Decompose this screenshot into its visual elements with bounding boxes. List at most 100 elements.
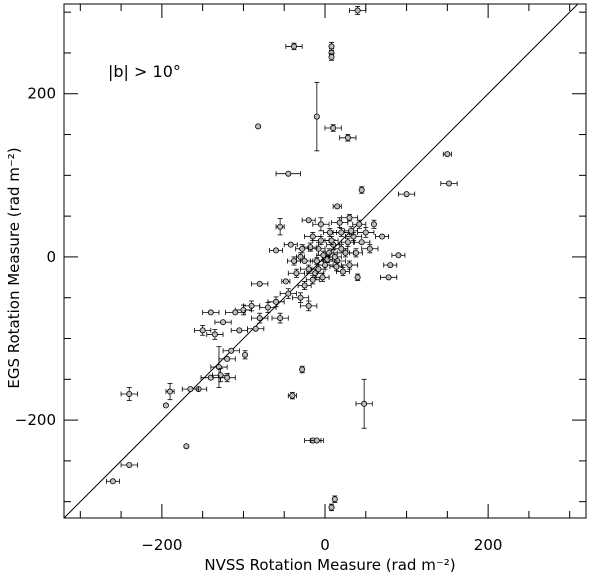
data-point-marker bbox=[301, 257, 308, 264]
data-point-marker bbox=[317, 237, 324, 244]
data-point-marker bbox=[287, 241, 294, 248]
data-point-marker bbox=[305, 217, 312, 224]
x-tick-label: 200 bbox=[474, 536, 503, 554]
data-point-marker bbox=[109, 478, 116, 485]
data-point bbox=[355, 378, 373, 429]
data-point bbox=[332, 203, 342, 210]
data-point-marker bbox=[291, 257, 298, 264]
data-point bbox=[313, 81, 320, 152]
data-point-marker bbox=[328, 237, 335, 244]
data-point bbox=[349, 248, 363, 258]
data-point-marker bbox=[379, 233, 386, 240]
data-point-marker bbox=[255, 123, 262, 130]
data-point-marker bbox=[313, 113, 320, 120]
data-point-marker bbox=[339, 268, 346, 275]
data-point bbox=[299, 365, 306, 374]
data-point-marker bbox=[264, 304, 271, 311]
data-point bbox=[391, 252, 406, 259]
data-point bbox=[230, 327, 248, 334]
data-point-marker bbox=[220, 319, 227, 326]
data-point bbox=[324, 124, 342, 132]
data-point bbox=[222, 347, 240, 354]
data-point-marker bbox=[252, 325, 259, 332]
data-point bbox=[361, 244, 379, 254]
data-point bbox=[380, 274, 398, 281]
data-point-marker bbox=[236, 327, 243, 334]
data-point bbox=[358, 186, 365, 194]
data-point bbox=[331, 495, 338, 503]
data-point bbox=[339, 134, 357, 142]
data-point bbox=[251, 312, 269, 324]
data-point-marker bbox=[385, 274, 392, 281]
data-point-marker bbox=[224, 355, 231, 362]
data-point-marker bbox=[330, 125, 337, 132]
data-point bbox=[340, 237, 355, 247]
data-point bbox=[312, 217, 330, 232]
data-point-marker bbox=[167, 388, 174, 395]
data-point-marker bbox=[256, 315, 263, 322]
data-point-marker bbox=[336, 219, 343, 226]
data-point bbox=[251, 280, 269, 287]
data-point-marker bbox=[326, 229, 333, 236]
data-point-marker bbox=[331, 496, 338, 503]
data-point bbox=[375, 233, 390, 240]
data-point bbox=[255, 123, 262, 130]
data-point bbox=[202, 309, 220, 316]
data-point-marker bbox=[299, 366, 306, 373]
data-point-marker bbox=[207, 309, 214, 316]
data-point bbox=[279, 288, 297, 299]
data-point-marker bbox=[232, 309, 239, 316]
data-point bbox=[357, 227, 375, 238]
y-axis-ticks: −200 0 200 bbox=[15, 11, 586, 503]
data-point bbox=[234, 304, 252, 316]
data-point bbox=[297, 280, 312, 290]
data-point-marker bbox=[187, 386, 194, 393]
data-point bbox=[247, 325, 265, 332]
data-point-marker bbox=[328, 54, 335, 61]
data-point-marker bbox=[333, 263, 340, 270]
data-point bbox=[183, 443, 190, 450]
data-point bbox=[283, 241, 298, 248]
y-axis-title: EGS Rotation Measure (rad m⁻²) bbox=[5, 147, 23, 388]
data-point-marker bbox=[324, 256, 331, 263]
data-point-marker bbox=[313, 437, 320, 444]
data-point-marker bbox=[224, 374, 231, 381]
data-point-marker bbox=[346, 262, 353, 269]
data-point bbox=[349, 6, 367, 16]
data-point-marker bbox=[348, 227, 355, 234]
data-point-marker bbox=[299, 245, 306, 252]
data-point-marker bbox=[366, 245, 373, 252]
data-point bbox=[210, 346, 228, 388]
data-point-marker bbox=[317, 221, 324, 228]
data-point-marker bbox=[126, 461, 133, 468]
data-point bbox=[370, 219, 377, 229]
data-point bbox=[311, 264, 326, 274]
data-point bbox=[106, 478, 120, 485]
y-tick-label: 200 bbox=[27, 85, 56, 103]
data-point bbox=[165, 382, 175, 401]
data-point-marker bbox=[291, 43, 298, 50]
data-point bbox=[200, 374, 222, 381]
data-point-marker bbox=[352, 249, 359, 256]
data-point bbox=[328, 53, 335, 61]
x-tick-label: 0 bbox=[320, 536, 330, 554]
data-point-marker bbox=[277, 315, 284, 322]
data-point-marker bbox=[356, 221, 363, 228]
data-point-marker bbox=[354, 274, 361, 281]
data-point bbox=[275, 218, 285, 236]
data-point bbox=[304, 232, 322, 242]
data-point-marker bbox=[326, 249, 333, 256]
data-point-marker bbox=[319, 274, 326, 281]
data-point bbox=[334, 244, 349, 254]
data-point bbox=[120, 461, 138, 468]
data-point bbox=[259, 302, 277, 313]
data-point-marker bbox=[301, 282, 308, 289]
data-point-marker bbox=[320, 252, 327, 259]
data-point-marker bbox=[331, 253, 338, 260]
data-point bbox=[336, 267, 350, 277]
data-point-marker bbox=[282, 278, 289, 285]
data-point bbox=[181, 386, 199, 393]
data-point bbox=[242, 350, 249, 360]
data-point-marker bbox=[277, 223, 284, 230]
